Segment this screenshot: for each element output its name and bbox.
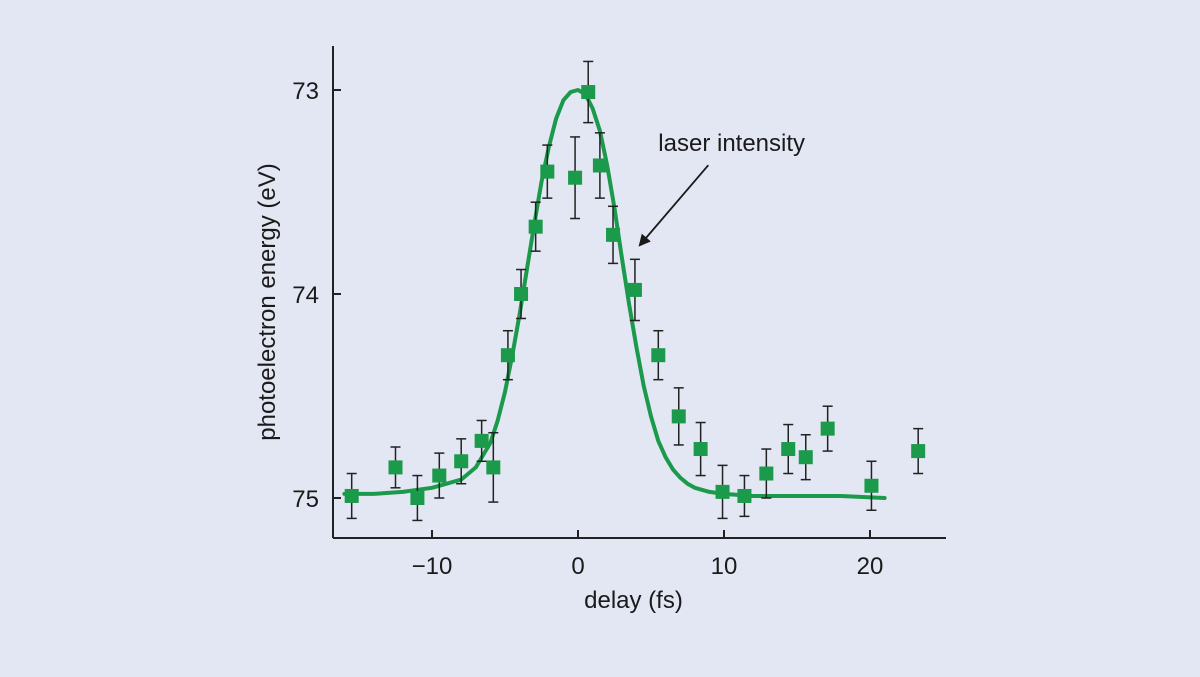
point-marker <box>671 409 686 424</box>
x-tick-label: 20 <box>857 553 884 580</box>
point-marker <box>568 170 583 185</box>
point-marker <box>651 348 666 363</box>
x-tick-label: 10 <box>711 553 738 580</box>
data-point <box>693 421 708 477</box>
data-point <box>410 474 425 522</box>
data-point <box>540 144 555 199</box>
annotation-arrow <box>638 164 709 247</box>
point-marker <box>798 450 813 465</box>
data-point <box>737 474 752 518</box>
point-marker <box>432 468 447 483</box>
point-marker <box>514 287 529 301</box>
point-marker <box>592 158 607 173</box>
data-points-group <box>344 60 926 522</box>
point-marker <box>500 348 515 363</box>
data-point <box>864 460 879 511</box>
data-point <box>486 431 501 503</box>
point-marker <box>540 164 555 179</box>
data-point <box>911 427 926 475</box>
point-marker <box>715 484 730 499</box>
data-point <box>528 201 543 252</box>
point-marker <box>864 478 879 493</box>
y-tick-label: 74 <box>292 282 319 309</box>
x-axis-label: delay (fs) <box>584 587 683 614</box>
y-axis-label: photoelectron energy (eV) <box>254 163 281 441</box>
data-point <box>514 268 529 320</box>
point-marker <box>474 433 489 448</box>
x-tick-label: 0 <box>571 553 584 580</box>
data-point <box>454 438 469 485</box>
point-marker <box>528 219 543 234</box>
annotation-label: laser intensity <box>658 130 805 157</box>
data-point <box>592 132 607 199</box>
data-point <box>651 329 666 381</box>
data-point <box>798 434 813 481</box>
data-point <box>432 452 447 499</box>
point-marker <box>693 442 708 457</box>
data-point <box>715 464 730 520</box>
point-marker <box>486 460 501 475</box>
point-marker <box>627 282 642 297</box>
y-tick-label: 73 <box>292 78 319 105</box>
point-marker <box>388 460 403 475</box>
point-marker <box>606 227 621 242</box>
point-marker <box>581 85 596 100</box>
y-tick-label: 75 <box>292 486 319 513</box>
data-point <box>344 472 359 520</box>
data-point <box>474 419 489 463</box>
point-marker <box>759 466 774 481</box>
point-marker <box>911 444 926 459</box>
point-marker <box>344 488 359 503</box>
point-marker <box>781 442 796 457</box>
data-point <box>568 136 583 220</box>
point-marker <box>410 491 425 505</box>
data-point <box>388 446 403 489</box>
point-marker <box>820 421 835 436</box>
data-point <box>500 329 515 381</box>
data-point <box>820 405 835 452</box>
x-tick-label: −10 <box>412 553 453 580</box>
data-point <box>781 423 796 475</box>
point-marker <box>454 454 469 469</box>
axes <box>332 46 946 539</box>
labels-group: −10 0 10 20 73 74 75 delay (fs) photoelectron en… <box>254 78 883 614</box>
data-point <box>606 205 621 265</box>
data-point <box>581 60 596 124</box>
point-marker <box>737 488 752 503</box>
data-point <box>627 258 642 322</box>
data-point <box>759 448 774 499</box>
data-point <box>671 387 686 446</box>
